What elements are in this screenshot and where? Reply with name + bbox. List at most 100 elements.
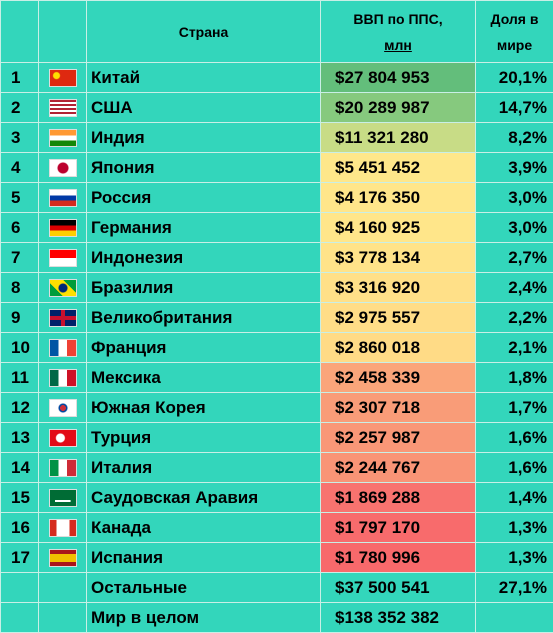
rank: 10 xyxy=(1,333,39,363)
rank: 4 xyxy=(1,153,39,183)
country: Испания xyxy=(87,543,321,573)
country: Мексика xyxy=(87,363,321,393)
share xyxy=(476,603,553,633)
gdp: $2 244 767 xyxy=(321,453,476,483)
rank: 13 xyxy=(1,423,39,453)
country: Россия xyxy=(87,183,321,213)
flag xyxy=(49,189,77,207)
gdp: $20 289 987 xyxy=(321,93,476,123)
flag xyxy=(49,249,77,267)
country: Италия xyxy=(87,453,321,483)
country: Турция xyxy=(87,423,321,453)
country: Великобритания xyxy=(87,303,321,333)
gdp: $2 257 987 xyxy=(321,423,476,453)
gdp: $2 975 557 xyxy=(321,303,476,333)
flag xyxy=(49,309,77,327)
share: 3,0% xyxy=(476,213,553,243)
flag-cell xyxy=(39,63,87,93)
flag-cell xyxy=(39,273,87,303)
flag xyxy=(49,219,77,237)
flag-cell xyxy=(39,333,87,363)
gdp: $4 176 350 xyxy=(321,183,476,213)
header-gdp: ВВП по ППС,млн xyxy=(321,1,476,63)
gdp: $11 321 280 xyxy=(321,123,476,153)
flag xyxy=(49,489,77,507)
rank xyxy=(1,603,39,633)
flag xyxy=(49,549,77,567)
gdp: $3 316 920 xyxy=(321,273,476,303)
gdp: $3 778 134 xyxy=(321,243,476,273)
flag-cell xyxy=(39,423,87,453)
gdp: $4 160 925 xyxy=(321,213,476,243)
rank: 8 xyxy=(1,273,39,303)
rank: 5 xyxy=(1,183,39,213)
flag-cell xyxy=(39,153,87,183)
gdp: $2 860 018 xyxy=(321,333,476,363)
flag-cell xyxy=(39,243,87,273)
share: 2,7% xyxy=(476,243,553,273)
flag-cell xyxy=(39,183,87,213)
rank: 17 xyxy=(1,543,39,573)
rank: 6 xyxy=(1,213,39,243)
flag-cell xyxy=(39,303,87,333)
header-share-line: мире xyxy=(497,37,532,53)
flag xyxy=(49,339,77,357)
flag-cell xyxy=(39,393,87,423)
share: 2,2% xyxy=(476,303,553,333)
header-cell xyxy=(39,1,87,63)
share: 1,4% xyxy=(476,483,553,513)
flag xyxy=(49,129,77,147)
share: 1,3% xyxy=(476,543,553,573)
flag xyxy=(49,369,77,387)
flag-cell xyxy=(39,93,87,123)
gdp: $1 797 170 xyxy=(321,513,476,543)
share: 1,3% xyxy=(476,513,553,543)
country: Индонезия xyxy=(87,243,321,273)
country: США xyxy=(87,93,321,123)
flag xyxy=(49,519,77,537)
share: 1,6% xyxy=(476,423,553,453)
country: Южная Корея xyxy=(87,393,321,423)
share: 1,6% xyxy=(476,453,553,483)
flag xyxy=(49,399,77,417)
rank: 16 xyxy=(1,513,39,543)
share: 2,1% xyxy=(476,333,553,363)
share: 8,2% xyxy=(476,123,553,153)
share: 3,9% xyxy=(476,153,553,183)
rank: 12 xyxy=(1,393,39,423)
country: Остальные xyxy=(87,573,321,603)
flag-cell xyxy=(39,123,87,153)
gdp: $138 352 382 xyxy=(321,603,476,633)
flag xyxy=(49,459,77,477)
flag-cell xyxy=(39,453,87,483)
gdp: $2 307 718 xyxy=(321,393,476,423)
country: Мир в целом xyxy=(87,603,321,633)
header-country: Страна xyxy=(87,1,321,63)
rank: 14 xyxy=(1,453,39,483)
share: 2,4% xyxy=(476,273,553,303)
rank: 9 xyxy=(1,303,39,333)
flag xyxy=(49,429,77,447)
rank xyxy=(1,573,39,603)
gdp: $5 451 452 xyxy=(321,153,476,183)
country: Франция xyxy=(87,333,321,363)
rank: 15 xyxy=(1,483,39,513)
